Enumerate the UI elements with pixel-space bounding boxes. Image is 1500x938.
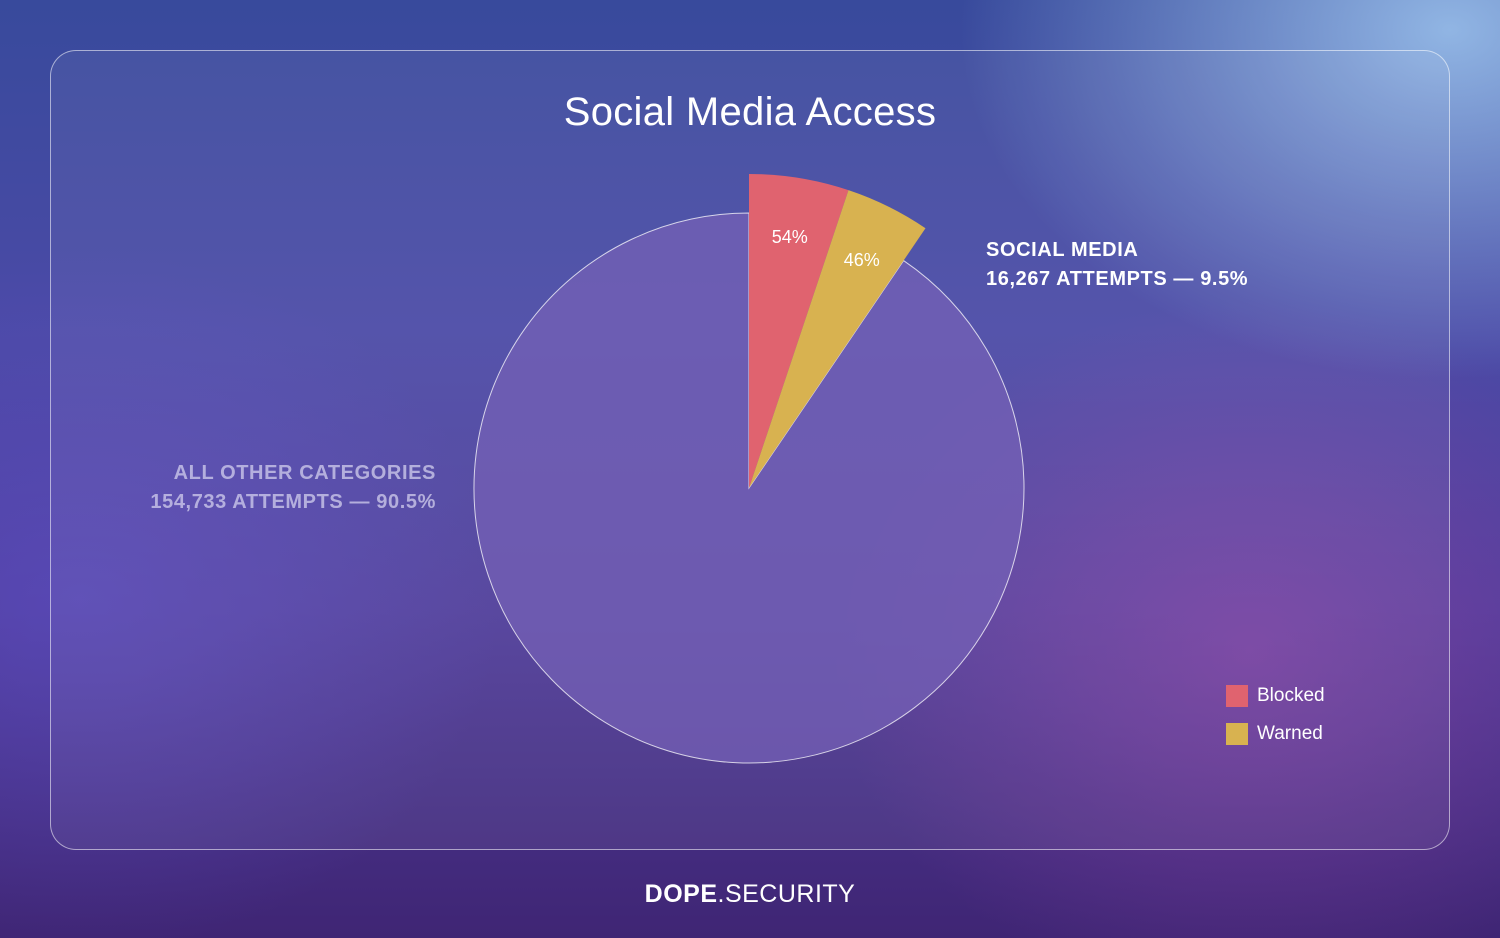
brand-logo: DOPE.SECURITY xyxy=(0,880,1500,909)
legend-item-blocked: Blocked xyxy=(1226,677,1325,715)
legend-label-warned: Warned xyxy=(1257,723,1323,744)
legend-swatch-blocked xyxy=(1226,685,1248,707)
legend-label-blocked: Blocked xyxy=(1257,685,1325,706)
annotation-other-categories-attempts: 154,733 ATTEMPTS — 90.5% xyxy=(150,491,436,513)
chart-title: Social Media Access xyxy=(563,90,937,134)
annotation-social-media-title: SOCIAL MEDIA xyxy=(986,239,1139,261)
annotation-other-categories: ALL OTHER CATEGORIES 154,733 ATTEMPTS — … xyxy=(150,459,436,517)
annotation-other-categories-title: ALL OTHER CATEGORIES xyxy=(173,462,436,484)
slice-label-warned: 46% xyxy=(844,250,880,270)
annotation-social-media: SOCIAL MEDIA 16,267 ATTEMPTS — 9.5% xyxy=(986,236,1248,294)
pie-slice-social-media-blocked xyxy=(749,174,849,488)
brand-logo-bold: DOPE xyxy=(644,880,718,908)
pie-slice-social-media-warned xyxy=(749,190,926,489)
slice-label-blocked: 54% xyxy=(772,227,808,247)
annotation-social-media-attempts: 16,267 ATTEMPTS — 9.5% xyxy=(986,268,1249,290)
pie-slice-all-other-categories xyxy=(473,212,1025,764)
chart-legend: Blocked Warned xyxy=(1226,677,1325,753)
legend-item-warned: Warned xyxy=(1226,715,1325,753)
legend-swatch-warned xyxy=(1226,723,1248,745)
brand-logo-thin: .SECURITY xyxy=(717,880,856,908)
